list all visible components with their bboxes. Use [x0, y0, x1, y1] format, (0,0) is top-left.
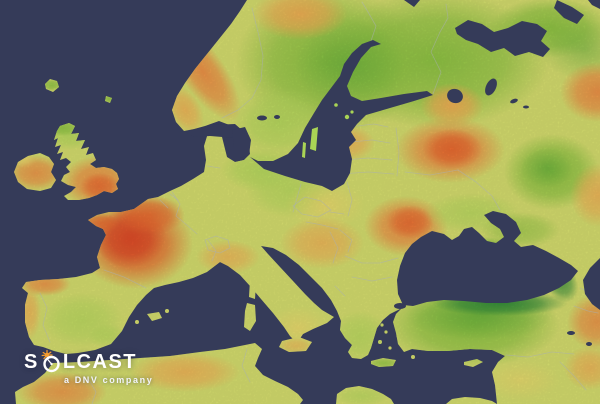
reservoir-2: [523, 105, 529, 109]
hiiumaa-island: [350, 110, 354, 114]
sun-core: [44, 352, 50, 358]
sea-of-marmara: [394, 303, 406, 309]
lake-onega: [485, 78, 497, 96]
barents-corner: [588, 0, 600, 9]
logo-letters-lcast: LCAST: [62, 351, 138, 373]
logo-o-ring: [43, 355, 60, 373]
lake-ladoga: [447, 88, 463, 104]
black-sea: [397, 211, 578, 306]
baltic-islands: [302, 103, 354, 158]
aland-island: [334, 103, 338, 107]
solcast-logo: S LCAST a DNV company: [24, 349, 154, 385]
logo-letter-s: S: [24, 351, 39, 373]
dial-pivot: [50, 362, 53, 366]
gotland-island: [310, 127, 318, 151]
barents-inlet: [554, 0, 584, 24]
lake-vattern: [274, 115, 280, 119]
logo-tagline: a DNV company: [64, 375, 154, 385]
reservoir-1: [510, 98, 518, 104]
oland-island: [302, 142, 306, 158]
fjord-notch: [404, 0, 420, 7]
lake-vanern: [257, 115, 267, 121]
inland-seas: [186, 0, 600, 346]
kattegat: [232, 127, 251, 158]
baltic-sea: [250, 40, 433, 191]
lake-urmia: [586, 342, 592, 346]
solcast-sun-dial-icon: [41, 349, 60, 373]
caspian-sea-edge: [583, 258, 600, 310]
skagerrak: [186, 124, 243, 138]
saaremaa-island: [344, 114, 350, 120]
lake-van: [567, 331, 575, 335]
country-borders: [39, 1, 600, 404]
white-sea: [455, 20, 550, 57]
